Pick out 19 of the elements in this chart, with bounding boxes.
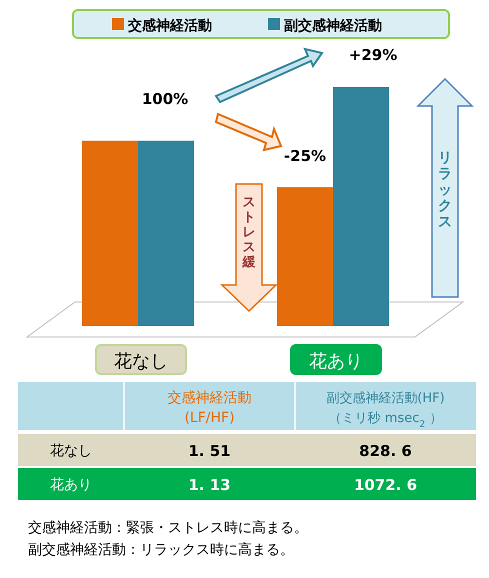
text: 副交感神経活動：リラックス時に高まる。	[28, 542, 294, 558]
text: （ミリ秒 msec$_{2}$ ）	[328, 411, 442, 430]
category-label: 花なし	[50, 443, 92, 459]
text: +29%	[348, 46, 398, 64]
annotation: -25%	[284, 147, 326, 165]
text: 828. 6	[359, 442, 412, 460]
text: 副交感神経活動(HF)	[326, 390, 445, 406]
annotation: 100%	[142, 90, 188, 108]
text: 交感神経活動：緊張・ストレス時に高まる。	[28, 520, 308, 536]
annotation: ストレス緩	[242, 195, 256, 270]
text: 1072. 6	[354, 476, 418, 494]
legend-label: 交感神経活動	[127, 17, 212, 34]
annotation: リラックス	[438, 150, 452, 230]
text: (LF/HF)	[184, 410, 235, 426]
text: 1. 13	[188, 476, 231, 494]
category-label: 花あり	[50, 477, 92, 493]
legend-label: 副交感神経活動	[284, 17, 382, 34]
text: 交感神経活動	[168, 390, 252, 406]
text: 1. 51	[188, 442, 231, 460]
